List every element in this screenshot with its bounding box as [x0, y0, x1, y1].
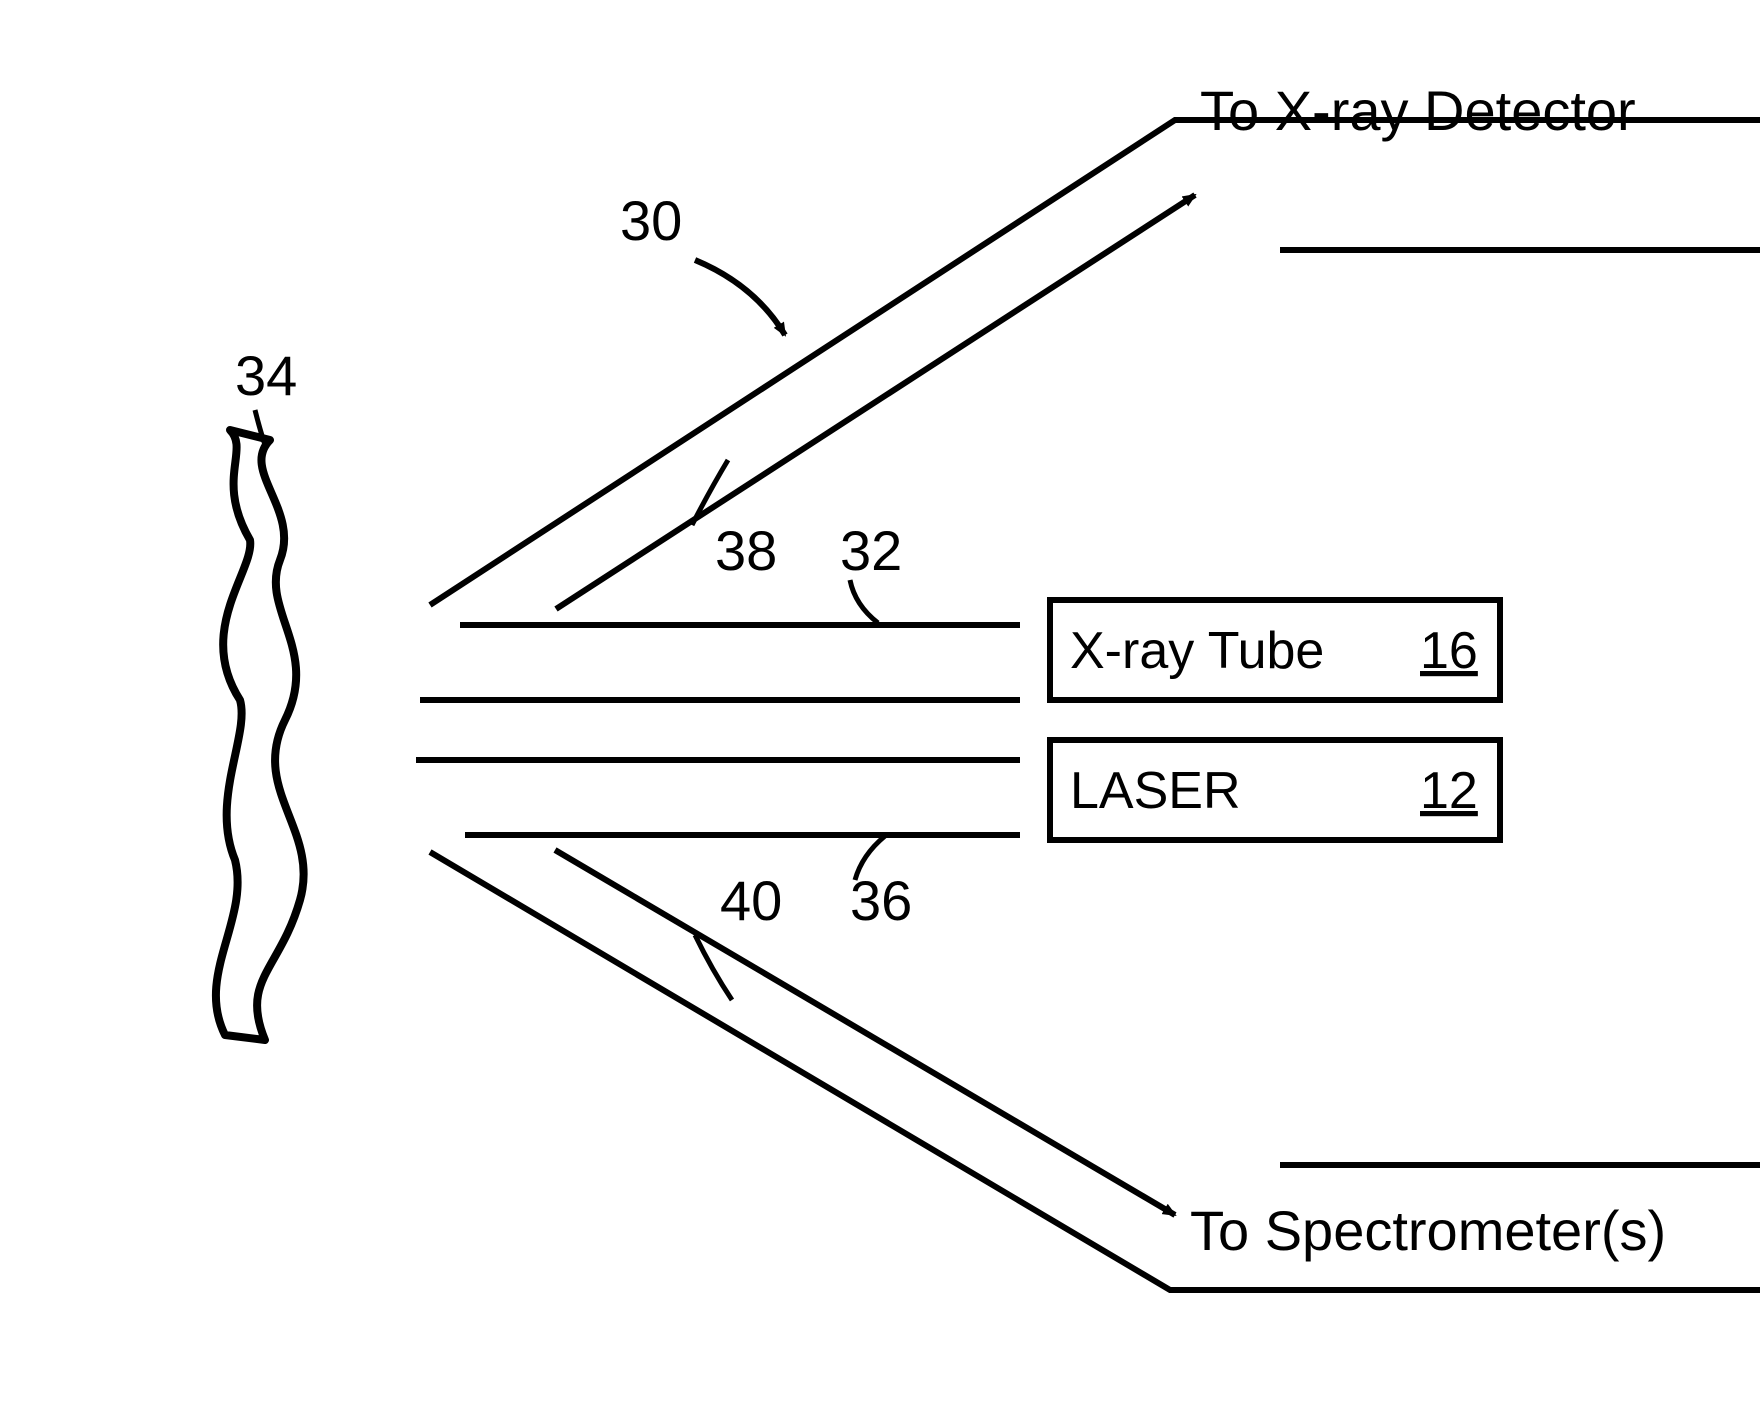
to-xray-detector-label: To X-ray Detector — [1200, 79, 1636, 142]
ref-38-leader — [692, 460, 728, 525]
ref-38: 38 — [715, 519, 777, 582]
laser-label: LASER — [1070, 762, 1241, 820]
xray-tube-label: X-ray Tube — [1070, 622, 1324, 680]
sample-shape — [216, 430, 304, 1040]
to-spectrometer-label: To Spectrometer(s) — [1190, 1199, 1666, 1262]
xray-tube-number: 16 — [1420, 622, 1478, 680]
laser-box: LASER 12 — [1050, 740, 1500, 840]
ref-34: 34 — [235, 344, 297, 407]
ref-36: 36 — [850, 869, 912, 932]
ref-30: 30 — [620, 189, 682, 252]
ref-30-arrow — [695, 260, 785, 335]
laser-number: 12 — [1420, 762, 1478, 820]
xray-tube-box: X-ray Tube 16 — [1050, 600, 1500, 700]
ref-32-leader — [850, 580, 878, 623]
ref-32: 32 — [840, 519, 902, 582]
ref-40: 40 — [720, 869, 782, 932]
